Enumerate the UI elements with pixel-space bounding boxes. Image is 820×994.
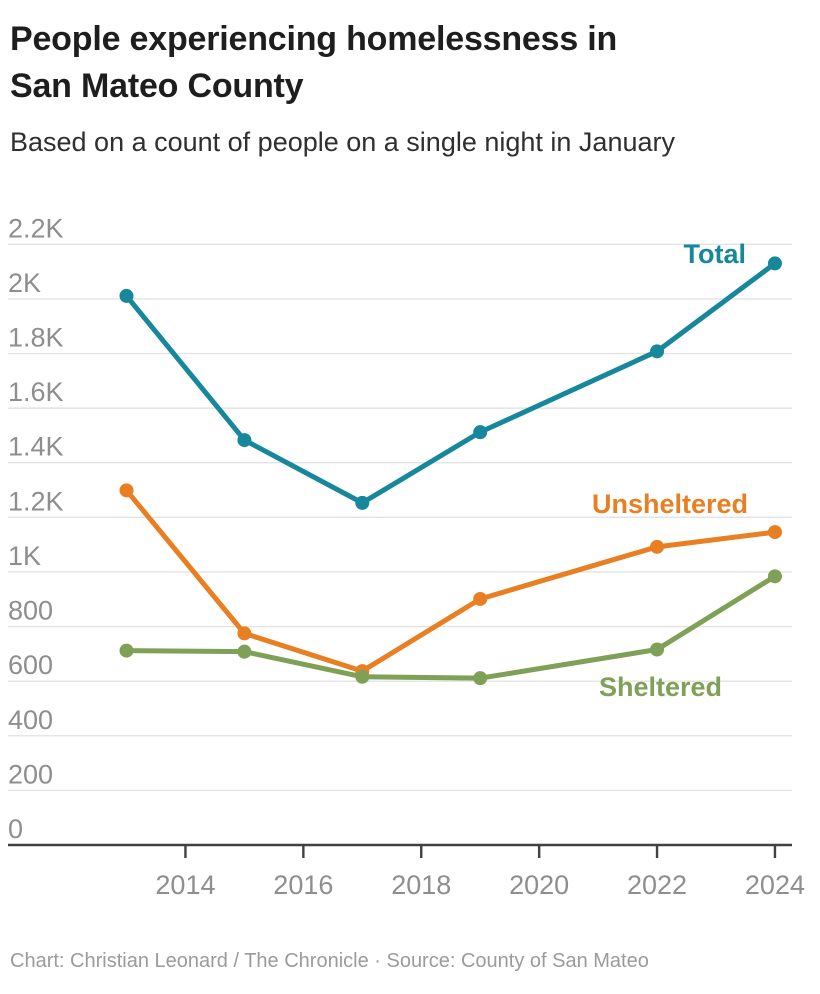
- x-tick-label: 2016: [273, 870, 333, 900]
- data-point-sheltered-2017: [355, 669, 370, 684]
- page-title: People experiencing homelessness in San …: [10, 16, 810, 110]
- y-tick-label: 1.6K: [8, 377, 64, 407]
- data-point-total-2024: [767, 256, 782, 271]
- series-label-total: Total: [684, 239, 747, 269]
- x-tick-label: 2018: [391, 870, 451, 900]
- data-point-unsheltered-2015: [237, 626, 252, 641]
- line-chart: 0 200 400 600 800 1K 1.2K 1.4K 1.6K 1.8K 2K 2.2K 201…: [8, 213, 805, 900]
- y-tick-label: 1.2K: [8, 486, 64, 516]
- data-point-unsheltered-2024: [767, 525, 782, 540]
- page-title-line1: People experiencing homelessness in: [10, 20, 618, 58]
- y-tick-label: 200: [8, 759, 53, 789]
- series-line-total: [124, 260, 778, 506]
- data-point-sheltered-2013: [119, 643, 134, 658]
- data-point-total-2013: [119, 288, 134, 303]
- data-point-unsheltered-2022: [650, 539, 665, 554]
- data-point-unsheltered-2013: [119, 483, 134, 498]
- data-point-total-2019: [473, 425, 488, 440]
- series-label-sheltered: Sheltered: [599, 672, 722, 702]
- x-tick-label: 2024: [745, 870, 805, 900]
- y-tick-label: 1.8K: [8, 323, 64, 353]
- data-point-sheltered-2024: [767, 569, 782, 584]
- footer-credit: Chart: Christian Leonard / The Chronicle…: [10, 950, 649, 972]
- chart-header: People experiencing homelessness in San …: [10, 16, 810, 158]
- data-point-total-2015: [237, 433, 252, 448]
- data-point-sheltered-2019: [473, 671, 488, 686]
- y-tick-label: 1K: [8, 541, 41, 571]
- x-tick-label: 2020: [509, 870, 569, 900]
- y-tick-label: 1.4K: [8, 432, 64, 462]
- data-point-total-2017: [355, 495, 370, 510]
- y-tick-label: 2K: [8, 268, 41, 298]
- data-point-unsheltered-2019: [473, 591, 488, 606]
- y-tick-label: 0: [8, 814, 23, 844]
- y-tick-label: 2.2K: [8, 213, 64, 243]
- data-point-total-2022: [650, 344, 665, 359]
- series-line-sheltered: [124, 573, 778, 681]
- x-tick-label: 2014: [155, 870, 215, 900]
- data-point-sheltered-2015: [237, 644, 252, 659]
- y-tick-label: 600: [8, 650, 53, 680]
- y-tick-label: 800: [8, 596, 53, 626]
- y-tick-label: 400: [8, 705, 53, 735]
- series-line-unsheltered: [124, 487, 778, 674]
- data-point-sheltered-2022: [650, 642, 665, 657]
- page-title-line2: San Mateo County: [10, 67, 304, 105]
- x-tick-label: 2022: [627, 870, 687, 900]
- page-subtitle: Based on a count of people on a single n…: [10, 127, 675, 157]
- series-label-unsheltered: Unsheltered: [592, 489, 748, 519]
